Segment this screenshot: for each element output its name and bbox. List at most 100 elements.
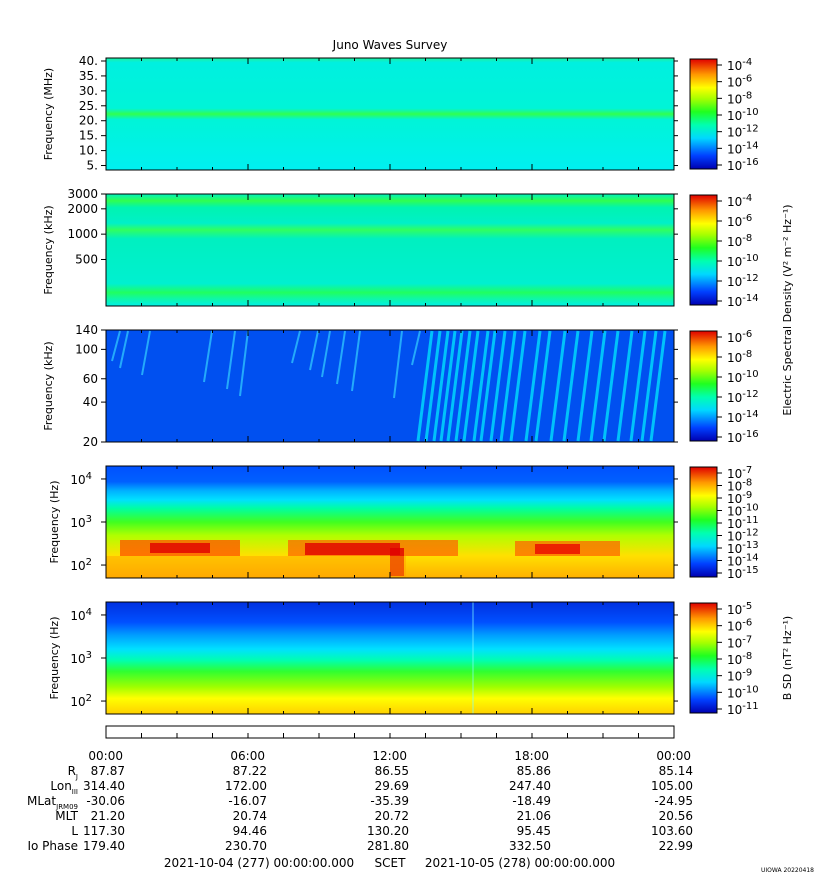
colorbar-tick-label: 10-6 xyxy=(727,74,752,90)
ephemeris-label: RJ xyxy=(68,764,78,781)
ephemeris-value: 130.20 xyxy=(367,824,409,838)
colorbar-tick-label: 10-7 xyxy=(727,634,752,650)
colorbar xyxy=(689,194,718,306)
burst-streak xyxy=(509,330,527,442)
burst-streak xyxy=(534,330,552,442)
ephemeris-value: 94.46 xyxy=(233,824,267,838)
ephemeris-value: 20.72 xyxy=(375,809,409,823)
y-tick-label: 3000 xyxy=(67,187,98,201)
ephemeris-value: 105.00 xyxy=(651,779,693,793)
colorbar-tick-label: 10-10 xyxy=(727,369,759,385)
hotspot xyxy=(535,544,580,554)
panel-lfr-low-e xyxy=(105,465,675,579)
colorbar-tick-label: 10-6 xyxy=(727,618,752,634)
ephemeris-label: Io Phase xyxy=(27,839,78,853)
ephemeris-label: LonIII xyxy=(50,779,78,796)
emission-hotspots xyxy=(106,540,620,578)
y-axis-label: Frequency (kHz) xyxy=(42,341,55,430)
time-tick-label: 18:00 xyxy=(514,749,549,763)
burst-streak xyxy=(203,330,213,383)
colorbar-tick-label: 10-15 xyxy=(727,565,759,581)
y-tick-label: 25. xyxy=(79,99,98,113)
burst-streak xyxy=(472,330,490,442)
footer-stamp: UIOWA 20220418 xyxy=(761,867,814,874)
colorbar xyxy=(689,602,718,714)
colorbar-tick-label: 10-4 xyxy=(727,57,752,73)
ephemeris-value: 87.87 xyxy=(91,764,125,778)
ephemeris-label: MLatJRM09 xyxy=(27,794,78,811)
burst-streak xyxy=(291,330,301,364)
colorbar-tick-label: 10-8 xyxy=(727,349,752,365)
colorbar-label-electric: Electric Spectral Density (V² m⁻² Hz⁻¹) xyxy=(781,204,794,415)
y-axis-label: Frequency (MHz) xyxy=(42,68,55,160)
ephemeris-label: L xyxy=(71,824,78,838)
y-tick-label: 104 xyxy=(70,607,92,623)
ephemeris-value: -18.49 xyxy=(512,794,551,808)
colorbar xyxy=(689,58,718,170)
ephemeris-value: 247.40 xyxy=(509,779,551,793)
colorbar-tick-label: 10-16 xyxy=(727,429,759,445)
y-tick-label: 40. xyxy=(79,54,98,68)
burst-streak xyxy=(432,330,450,442)
panel-lfr-high xyxy=(105,329,675,443)
panel-hfr-low xyxy=(105,193,675,307)
colorbar-tick-label: 10-10 xyxy=(727,107,759,123)
y-tick-label: 104 xyxy=(70,471,92,487)
y-tick-label: 100 xyxy=(75,342,98,356)
colorbar-tick-label: 10-11 xyxy=(727,701,759,717)
panel-lfr-low-b xyxy=(105,601,675,715)
colorbar-tick-label: 10-10 xyxy=(727,503,759,519)
ephemeris-value: 95.45 xyxy=(517,824,551,838)
y-tick-label: 35. xyxy=(79,69,98,83)
y-tick-label: 102 xyxy=(70,693,92,709)
axes-layer: 40.35.30.25.20.15.10.5. Frequency (MHz) 30… xyxy=(42,54,678,738)
ephemeris-value: 179.40 xyxy=(83,839,125,853)
hotspot xyxy=(305,543,400,555)
burst-streak xyxy=(321,330,331,378)
colorbar-tick-label: 10-12 xyxy=(727,124,759,140)
ephemeris-value: -16.07 xyxy=(228,794,267,808)
burst-streak xyxy=(411,330,421,366)
burst-streak xyxy=(524,330,542,442)
y-axis-label: Frequency (kHz) xyxy=(42,205,55,294)
y-tick-label: 103 xyxy=(70,650,92,666)
y-axis-label: Frequency (Hz) xyxy=(48,481,61,564)
colorbar-tick-label: 10-11 xyxy=(727,515,759,531)
ephemeris-value: 332.50 xyxy=(509,839,551,853)
colorbar-tick-label: 10-8 xyxy=(727,651,752,667)
y-tick-label: 102 xyxy=(70,557,92,573)
burst-streak xyxy=(336,330,346,385)
time-tick-label: 12:00 xyxy=(372,749,407,763)
ephemeris-value: -24.95 xyxy=(654,794,693,808)
colorbar-tick-label: 10-12 xyxy=(727,528,759,544)
time-tick-label: 00:00 xyxy=(88,749,123,763)
burst-streak xyxy=(549,330,567,442)
chart-title: Juno Waves Survey xyxy=(332,38,448,52)
footer-start-time: 2021-10-04 (277) 00:00:00.000 xyxy=(164,856,354,870)
colorbar-tick-label: 10-4 xyxy=(727,193,752,209)
colorbar-tick-label: 10-6 xyxy=(727,213,752,229)
ephemeris-label: MLT xyxy=(55,809,78,823)
colorbar-tick-label: 10-14 xyxy=(727,553,759,569)
burst-streak xyxy=(462,330,480,442)
panel-hfr-high xyxy=(105,57,675,171)
colorbar-tick-label: 10-14 xyxy=(727,140,759,156)
footer-scet: SCET xyxy=(375,856,407,870)
colorbar-tick-label: 10-8 xyxy=(727,233,752,249)
y-tick-label: 20 xyxy=(83,435,98,449)
y-tick-label: 5. xyxy=(87,159,98,173)
y-tick-label: 500 xyxy=(75,252,98,266)
burst-streak xyxy=(226,330,236,390)
y-tick-label: 140 xyxy=(75,323,98,337)
burst-streak xyxy=(479,330,497,442)
burst-streak xyxy=(111,330,121,362)
colorbar-tick-label: 10-8 xyxy=(727,90,752,106)
colorbar-tick-label: 10-6 xyxy=(727,329,752,345)
footer-end-time: 2021-10-05 (278) 00:00:00.000 xyxy=(425,856,615,870)
colorbar-tick-label: 10-12 xyxy=(727,389,759,405)
burst-streaks xyxy=(111,330,667,442)
colorbar-tick-label: 10-12 xyxy=(727,273,759,289)
ephemeris-value: -35.39 xyxy=(370,794,409,808)
time-tick-label: 06:00 xyxy=(230,749,265,763)
